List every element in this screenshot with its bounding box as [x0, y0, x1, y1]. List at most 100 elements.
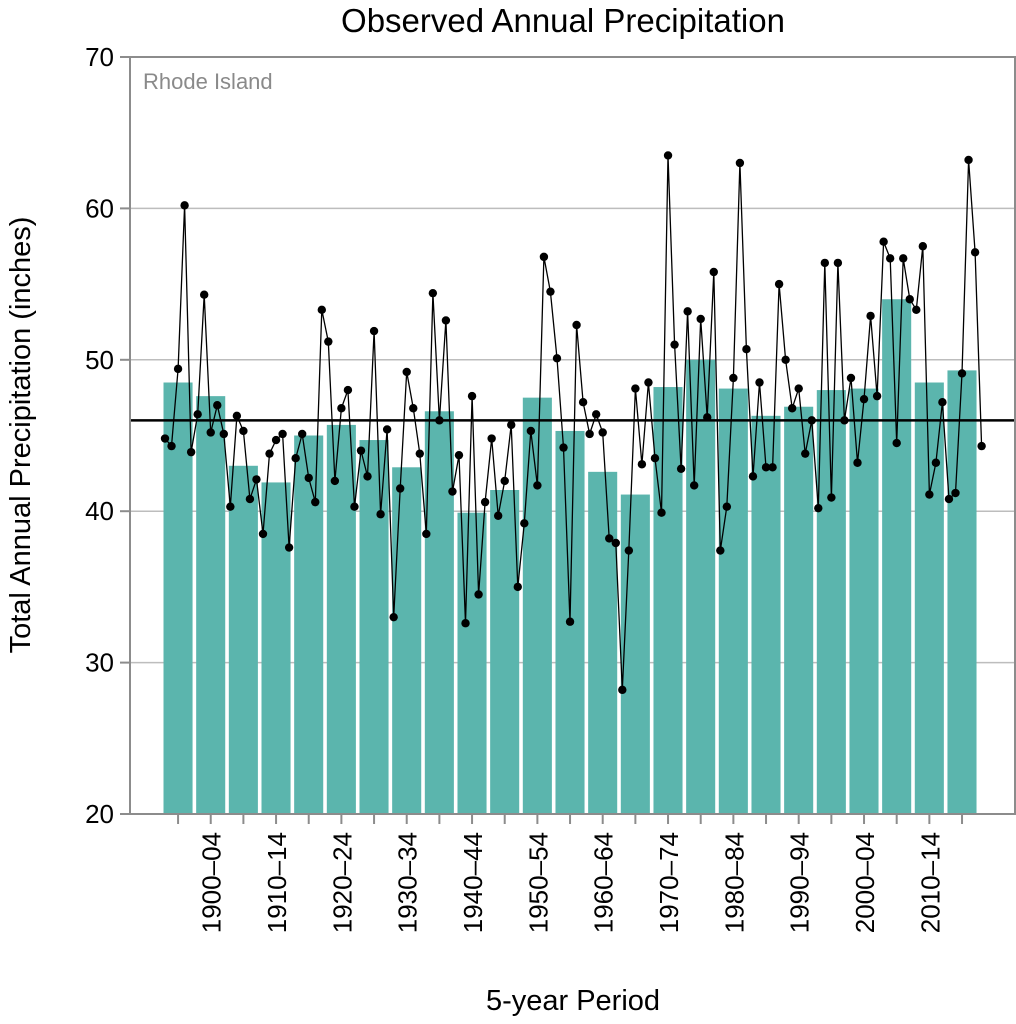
y-tick-label-20: 20 — [85, 799, 114, 829]
point-1974 — [676, 464, 686, 474]
point-1935 — [422, 529, 431, 539]
point-2008 — [899, 254, 908, 263]
point-1994 — [807, 416, 816, 425]
point-1968 — [637, 460, 647, 469]
chart-title: Observed Annual Precipitation — [341, 2, 785, 39]
point-1962 — [598, 428, 607, 437]
point-1990 — [781, 355, 790, 364]
point-1926 — [363, 472, 372, 481]
point-1909 — [252, 475, 261, 484]
point-1945 — [487, 434, 496, 443]
x-axis-ticks: 1900–04 1910–14 1920–24 1930–34 1940–44 1950–… — [177, 814, 964, 933]
point-1906 — [232, 411, 242, 421]
point-1988 — [768, 463, 777, 472]
point-1920 — [324, 337, 333, 346]
point-2016 — [951, 488, 960, 498]
point-1955 — [552, 354, 562, 363]
point-1980 — [716, 546, 725, 555]
point-1950 — [520, 519, 529, 528]
point-2014 — [938, 397, 947, 407]
point-2015 — [944, 494, 954, 504]
point-1987 — [761, 463, 771, 472]
point-1940 — [454, 450, 464, 460]
point-1925 — [356, 446, 366, 455]
bar-1950–54 — [522, 397, 552, 814]
y-axis-ticks: 20 30 40 50 60 70 — [85, 42, 130, 829]
x-tick-label-1990–94: 1990–94 — [785, 832, 815, 933]
bar-1930–34 — [392, 467, 422, 814]
point-2007 — [892, 438, 901, 448]
point-1993 — [801, 449, 810, 458]
point-1959 — [578, 397, 588, 407]
point-1903 — [213, 401, 222, 410]
point-2002 — [859, 394, 869, 404]
y-tick-label-60: 60 — [85, 193, 114, 223]
point-2006 — [885, 254, 895, 263]
point-2005 — [879, 237, 888, 246]
x-tick-label-1920–24: 1920–24 — [327, 832, 357, 933]
annual-series — [160, 151, 986, 695]
x-tick-label-1970–74: 1970–74 — [654, 832, 684, 933]
bar-2010–14 — [914, 382, 944, 814]
point-2003 — [866, 311, 875, 321]
point-2012 — [925, 490, 934, 499]
point-2009 — [905, 295, 914, 304]
point-1942 — [467, 391, 477, 401]
point-1982 — [729, 373, 738, 383]
point-2004 — [872, 391, 882, 401]
x-tick-label-2010–14: 2010–14 — [915, 832, 945, 933]
point-1918 — [311, 497, 320, 507]
point-1895 — [160, 434, 170, 443]
point-1923 — [343, 385, 353, 395]
bar-1995–99 — [816, 390, 846, 814]
bar-1975–79 — [686, 359, 716, 814]
point-2019 — [970, 248, 980, 257]
point-1956 — [559, 443, 568, 452]
point-1916 — [297, 429, 307, 439]
point-2010 — [912, 305, 921, 315]
bar-1915–19 — [294, 435, 324, 814]
point-1983 — [735, 158, 745, 168]
point-1913 — [278, 429, 287, 439]
point-1932 — [402, 367, 411, 377]
x-tick-label-1930–34: 1930–34 — [393, 832, 423, 933]
point-1902 — [206, 428, 215, 437]
point-1896 — [167, 441, 176, 451]
point-1978 — [703, 413, 712, 422]
point-1897 — [173, 364, 183, 374]
point-2020 — [977, 441, 986, 451]
point-1936 — [428, 288, 438, 298]
point-1965 — [618, 685, 627, 695]
point-1963 — [605, 534, 614, 543]
bar-1935–39 — [424, 411, 454, 814]
point-1947 — [500, 476, 509, 486]
point-1941 — [461, 619, 470, 628]
x-tick-label-1950–54: 1950–54 — [523, 832, 553, 933]
x-tick-label-1960–64: 1960–64 — [589, 832, 619, 933]
bar-2000–04 — [849, 388, 879, 814]
bar-1905–09 — [228, 465, 258, 814]
point-1912 — [271, 435, 281, 445]
point-2011 — [918, 242, 928, 251]
point-1901 — [199, 290, 209, 299]
x-tick-label-1910–14: 1910–14 — [262, 832, 292, 933]
bars — [163, 299, 977, 814]
x-tick-label-1900–04: 1900–04 — [197, 832, 227, 933]
bar-1980–84 — [718, 388, 748, 814]
point-1985 — [748, 472, 758, 481]
point-1973 — [670, 340, 679, 349]
point-1967 — [631, 384, 640, 393]
point-1919 — [317, 305, 326, 315]
point-1954 — [546, 287, 555, 296]
point-1999 — [840, 416, 849, 425]
point-2001 — [853, 458, 862, 467]
point-1921 — [330, 476, 340, 486]
point-1905 — [226, 502, 235, 511]
point-1952 — [533, 481, 542, 490]
point-1958 — [572, 320, 581, 330]
point-1911 — [265, 449, 274, 458]
point-1957 — [565, 617, 575, 626]
point-1970 — [650, 454, 660, 463]
x-tick-label-1980–84: 1980–84 — [719, 832, 749, 933]
